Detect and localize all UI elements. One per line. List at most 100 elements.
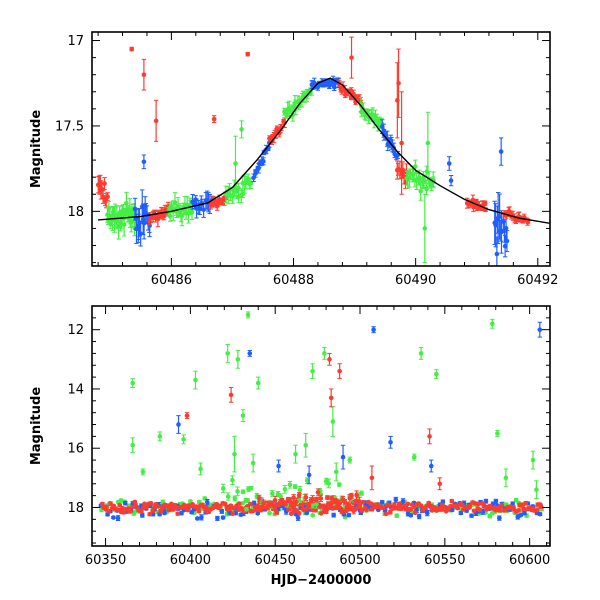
y-tick-label: 12: [67, 323, 84, 338]
blue-data-point: [256, 165, 261, 171]
green-data-point: [239, 127, 244, 132]
red-data-point: [503, 508, 508, 513]
bottom-data-layer: [98, 311, 545, 522]
top-plot-frame: [91, 31, 551, 267]
y-tick-label: 17.5: [55, 119, 84, 134]
red-data-point: [344, 504, 350, 510]
red-data-point: [470, 197, 476, 203]
green-data-point: [424, 186, 429, 192]
green-outlier-point: [490, 321, 495, 327]
green-data-point: [326, 481, 332, 486]
blue-data-point: [469, 513, 474, 518]
red-data-point: [325, 501, 331, 507]
blue-outlier-point: [276, 463, 281, 469]
bottom-axis-ticks: 60350 60400 60450 60500 60550 60600 12 14 16 18: [67, 305, 550, 568]
red-data-point: [272, 498, 278, 503]
red-data-point: [102, 181, 107, 186]
red-data-point: [245, 51, 251, 57]
green-data-point: [407, 175, 412, 181]
blue-data-point: [400, 499, 406, 504]
x-tick-label: 60550: [424, 553, 465, 568]
blue-data-point: [446, 161, 452, 166]
red-data-point: [211, 116, 217, 122]
red-data-point: [303, 495, 309, 500]
green-outlier-point: [181, 437, 186, 442]
green-outlier-point: [157, 434, 163, 439]
red-data-point: [337, 500, 343, 506]
blue-data-point: [115, 515, 121, 521]
green-outlier-point: [347, 457, 353, 463]
blue-data-point: [304, 510, 310, 516]
blue-data-point: [518, 512, 524, 518]
red-data-point: [296, 492, 302, 498]
red-data-point: [442, 504, 447, 510]
red-data-point: [258, 506, 263, 511]
red-data-point: [141, 72, 147, 78]
red-data-point: [369, 506, 375, 512]
red-outlier-point: [327, 357, 332, 362]
green-data-point: [282, 486, 288, 492]
red-data-point: [100, 501, 105, 507]
green-data-point: [287, 482, 293, 488]
green-data-point: [418, 188, 424, 194]
blue-data-point: [331, 512, 336, 518]
green-outlier-point: [140, 469, 146, 475]
bottom-x-axis-label: HJD−2400000: [271, 573, 372, 588]
red-data-point: [250, 508, 255, 514]
red-data-point: [150, 508, 155, 514]
green-data-point: [292, 484, 298, 489]
green-data-point: [248, 485, 254, 491]
bottom-clipped-data: [98, 311, 545, 522]
y-tick-label: 14: [67, 382, 84, 397]
green-data-point: [422, 178, 428, 184]
blue-data-point: [458, 510, 464, 516]
top-clipped-data: [95, 36, 550, 266]
red-data-point: [359, 508, 365, 513]
red-data-point: [521, 506, 527, 512]
blue-data-point: [219, 509, 225, 514]
green-data-point: [425, 140, 431, 146]
blue-data-point: [295, 515, 301, 521]
red-data-point: [147, 511, 153, 517]
bottom-plot-frame: [91, 305, 551, 547]
red-data-point: [333, 505, 339, 511]
red-data-point: [283, 501, 288, 507]
green-outlier-point: [130, 442, 136, 448]
blue-data-point: [504, 238, 510, 244]
green-outlier-point: [411, 454, 417, 460]
red-data-point: [121, 510, 126, 515]
red-data-point: [153, 118, 159, 124]
green-outlier-point: [245, 312, 251, 318]
green-data-point: [240, 489, 246, 494]
red-data-point: [273, 508, 279, 513]
green-data-point: [172, 200, 178, 205]
blue-data-point: [393, 497, 399, 503]
model-fit-curve: [98, 77, 550, 224]
red-data-point: [315, 490, 321, 495]
blue-data-point: [449, 507, 455, 513]
green-data-point: [297, 487, 303, 493]
blue-data-point: [379, 499, 385, 505]
red-data-point: [467, 504, 473, 509]
green-outlier-point: [530, 457, 536, 463]
green-data-point: [245, 498, 250, 503]
blue-data-point: [408, 513, 414, 518]
green-outlier-point: [333, 469, 339, 475]
blue-data-point: [111, 515, 116, 520]
green-data-point: [337, 482, 342, 487]
blue-data-point: [497, 214, 502, 219]
green-data-point: [248, 180, 254, 186]
blue-data-point: [255, 511, 261, 516]
red-data-point: [386, 503, 392, 508]
blue-data-point: [199, 515, 204, 520]
y-tick-label: 16: [67, 442, 84, 457]
red-outlier-point: [184, 413, 190, 418]
red-data-point: [120, 505, 125, 511]
green-outlier-point: [495, 431, 500, 436]
green-data-point: [116, 223, 121, 229]
y-tick-label: 17: [67, 34, 84, 49]
green-outlier-point: [232, 451, 237, 457]
green-outlier-point: [434, 371, 439, 377]
red-outlier-point: [427, 434, 432, 439]
